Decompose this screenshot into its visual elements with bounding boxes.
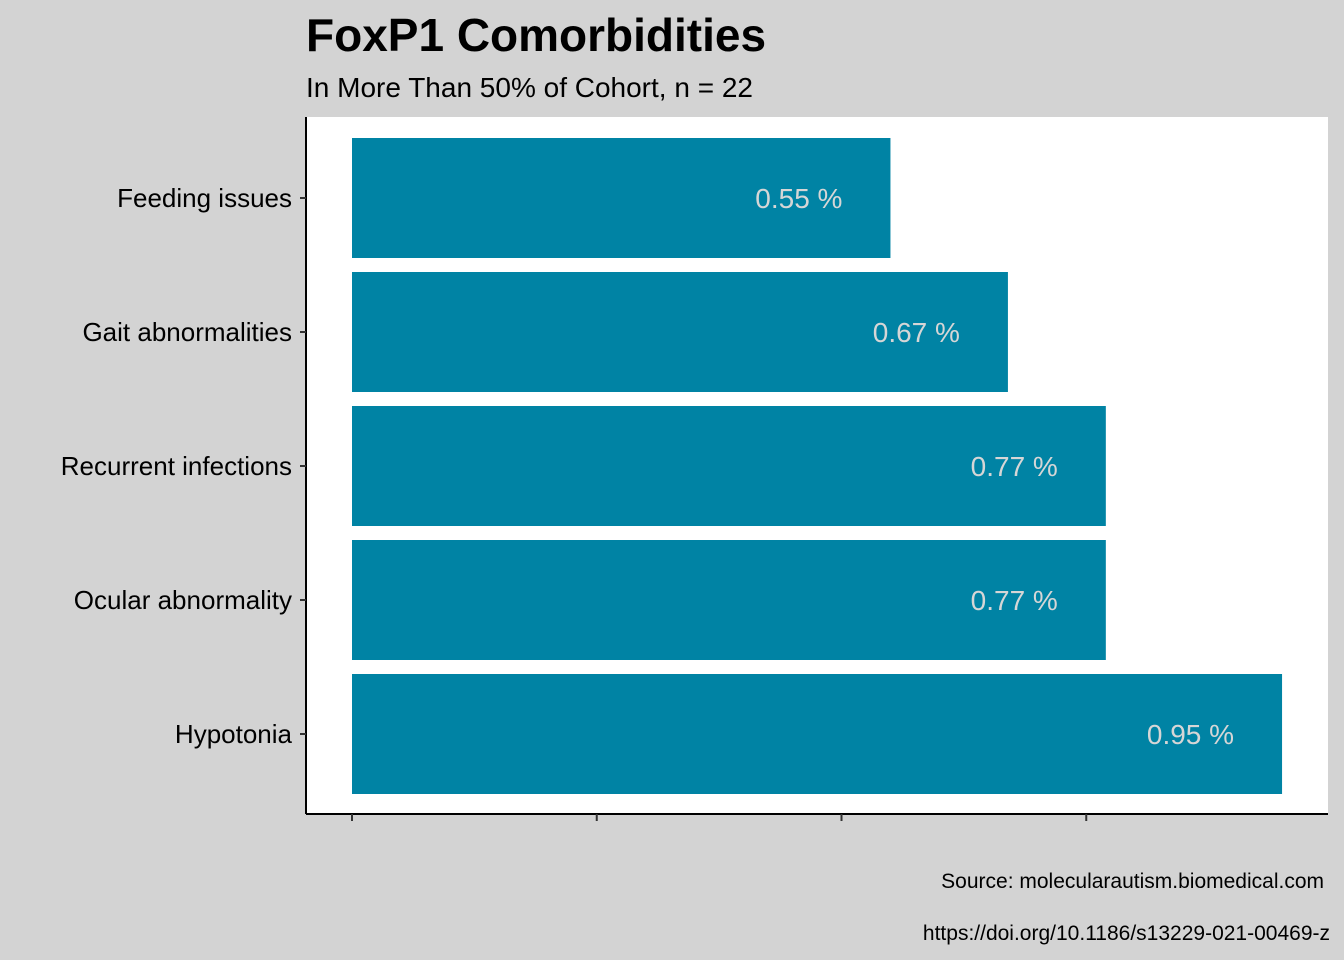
category-label-3: Ocular abnormality bbox=[74, 585, 292, 615]
bar-value-label-0: 0.55 % bbox=[755, 183, 842, 214]
chart-title: FoxP1 Comorbidities bbox=[306, 9, 767, 61]
category-label-0: Feeding issues bbox=[117, 183, 292, 213]
bar-0 bbox=[352, 138, 891, 258]
bar-value-label-4: 0.95 % bbox=[1147, 719, 1234, 750]
bar-value-label-1: 0.67 % bbox=[873, 317, 960, 348]
category-label-1: Gait abnormalities bbox=[82, 317, 292, 347]
source-caption: Source: molecularautism.biomedical.com bbox=[941, 870, 1324, 893]
labels-layer: 0.55 % Feeding issues 0.67 % Gait abnormali… bbox=[61, 183, 1234, 750]
bar-value-label-2: 0.77 % bbox=[971, 451, 1058, 482]
bar-value-label-3: 0.77 % bbox=[971, 585, 1058, 616]
chart-subtitle: In More Than 50% of Cohort, n = 22 bbox=[306, 72, 753, 103]
bar-4 bbox=[352, 674, 1283, 794]
category-label-4: Hypotonia bbox=[175, 719, 293, 749]
bar-2 bbox=[352, 406, 1106, 526]
bars-layer bbox=[352, 138, 1283, 794]
ticks-layer bbox=[300, 197, 1088, 821]
bar-1 bbox=[352, 272, 1008, 392]
category-label-2: Recurrent infections bbox=[61, 451, 292, 481]
bar-3 bbox=[352, 540, 1106, 660]
doi-caption: https://doi.org/10.1186/s13229-021-00469… bbox=[922, 922, 1330, 945]
